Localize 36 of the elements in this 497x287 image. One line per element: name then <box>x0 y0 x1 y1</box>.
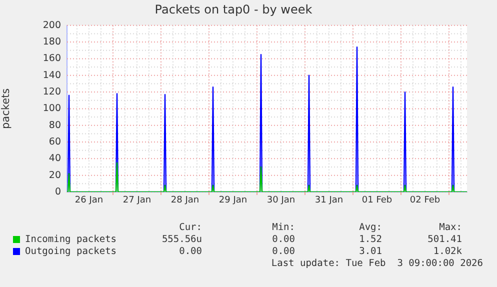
y-tick-label: 60 <box>48 136 61 148</box>
text: 501.41 <box>428 234 462 246</box>
y-tick-label: 100 <box>42 103 61 114</box>
legend-label: Incoming packets <box>24 234 117 246</box>
x-tick-label: 01 Feb <box>362 196 392 206</box>
text: 0.00 <box>179 246 202 258</box>
y-tick-label: 40 <box>48 153 61 164</box>
x-tick-label: 31 Jan <box>314 196 344 206</box>
x-tick-label: 28 Jan <box>170 196 200 206</box>
x-tick-label: 26 Jan <box>74 196 104 206</box>
y-tick-label: 0 <box>54 186 61 198</box>
text: 0.00 <box>272 234 295 246</box>
text: Cur: <box>179 222 202 234</box>
y-tick-label: 80 <box>48 120 61 131</box>
text: 1.02k <box>433 246 462 258</box>
y-tick-label: 140 <box>42 70 61 81</box>
text: Min: <box>272 222 295 234</box>
chart-title: Packets on tap0 - by week <box>154 2 312 16</box>
text: Last update: Tue Feb 3 09:00:00 2026 <box>271 258 483 270</box>
y-tick-label: 160 <box>42 53 61 64</box>
x-tick-label: 27 Jan <box>122 196 152 206</box>
text: 1.52 <box>359 234 382 246</box>
y-tick-label: 20 <box>48 170 61 181</box>
text: 3.01 <box>359 246 382 258</box>
text: Avg: <box>359 222 382 234</box>
y-axis-title: packets <box>0 88 12 130</box>
legend-label: Outgoing packets <box>24 246 117 258</box>
x-tick-label: 29 Jan <box>218 196 248 206</box>
y-tick-label: 120 <box>42 86 61 98</box>
text: 0.00 <box>272 246 295 258</box>
text: Max: <box>439 222 462 234</box>
y-tick-label: 200 <box>42 20 61 31</box>
x-tick-label: 30 Jan <box>266 196 296 206</box>
text: 555.56u <box>162 234 202 246</box>
x-tick-label: 02 Feb <box>410 196 440 206</box>
y-tick-label: 180 <box>42 36 61 48</box>
